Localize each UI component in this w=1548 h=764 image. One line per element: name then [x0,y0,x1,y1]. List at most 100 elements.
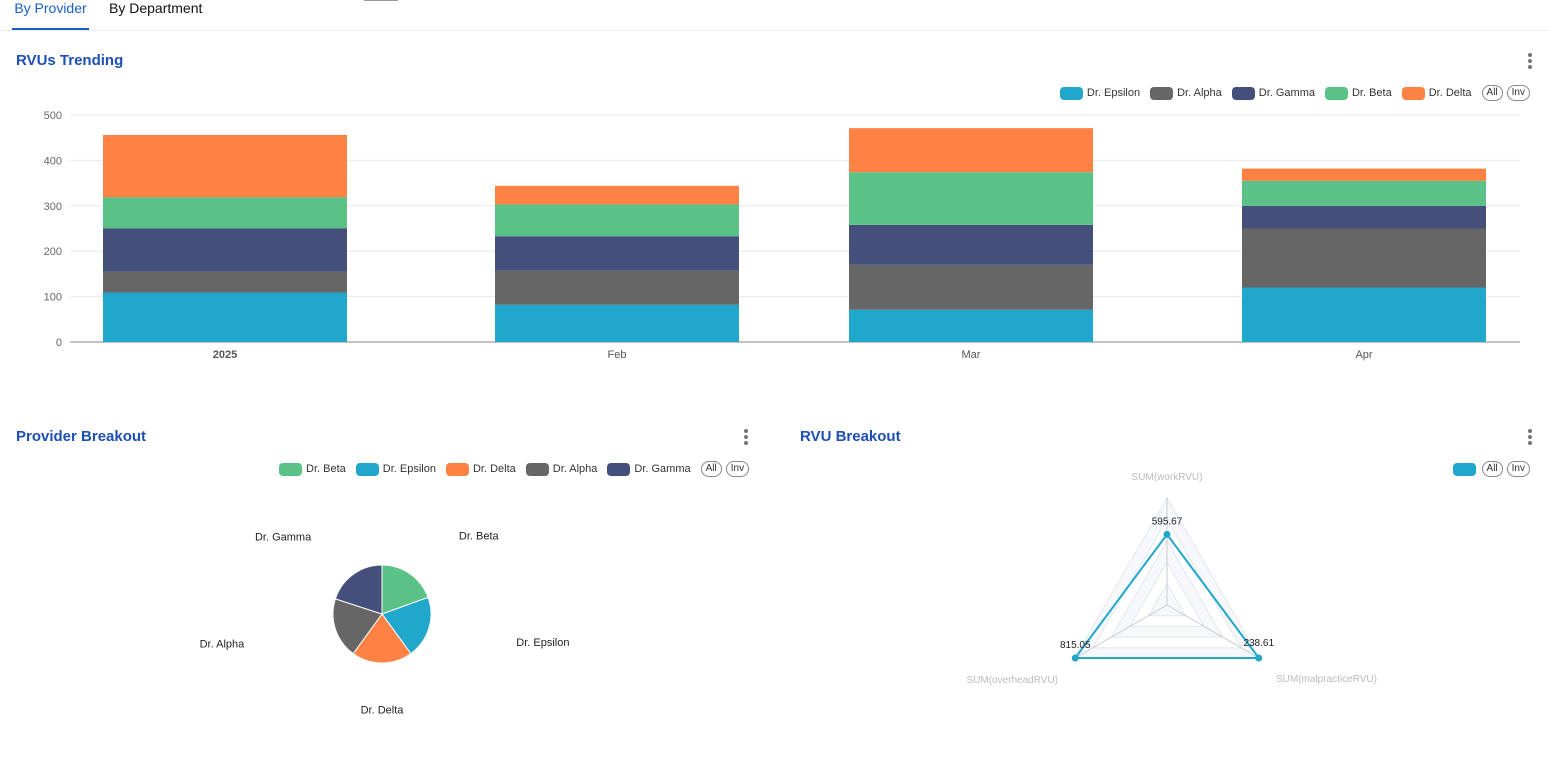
y-tick-label: 300 [44,201,62,213]
legend-swatch [1059,86,1083,100]
radar-value-label: 815.05 [1060,640,1091,651]
legend-swatch [1231,86,1255,100]
y-tick-label: 500 [44,110,62,122]
pie-slice-dr-alpha [332,598,383,655]
legend-swatch [1324,86,1348,100]
bar-segment-dr-gamma [103,228,347,272]
legend-label: Dr. Beta [306,463,346,475]
radar-axis-line [1166,604,1260,659]
tab-by-department[interactable]: By Department [109,0,203,16]
bar-segment-dr-alpha [495,270,739,305]
pie-label: Dr. Epsilon [516,637,569,649]
bar-segment-dr-delta [103,134,347,198]
legend-label: Dr. Gamma [634,463,691,475]
legend-item-dr-delta[interactable]: Dr. Delta [445,462,516,476]
legend-item-series[interactable] [1452,462,1476,476]
y-tick-label: 0 [56,337,62,349]
legend-item-dr-alpha[interactable]: Dr. Alpha [1150,86,1222,100]
rvu-breakout-legend: All Inv [1452,461,1534,477]
y-tick-label: 100 [44,292,62,304]
x-tick-label: 2025 [213,349,237,361]
bar-segment-dr-epsilon [1242,287,1486,342]
legend-swatch [445,462,469,476]
y-tick-label: 200 [44,246,62,258]
legend-swatch [355,462,379,476]
legend-swatch [1150,86,1174,100]
radar-point [1071,654,1079,662]
legend-item-dr-beta[interactable]: Dr. Beta [1324,86,1392,100]
x-tick-label: Apr [1355,349,1372,361]
radar-value-label: 238.61 [1243,638,1274,649]
bar-segment-dr-delta [495,185,739,205]
radar-point [1255,654,1263,662]
legend-label: Dr. Alpha [552,463,598,475]
view-tabs: By Provider By Department [0,0,1548,31]
pie-label: Dr. Beta [459,531,500,543]
provider-breakout-chart: Dr. Beta Dr. Epsilon Dr. Delta Dr. Alpha Dr.… [200,531,570,717]
bar-segment-dr-epsilon [103,292,347,342]
radar-axis-label: SUM(overheadRVU) [966,675,1058,686]
bar-segment-dr-delta [1242,168,1486,181]
legend-label: Dr. Beta [1351,87,1392,99]
legend-all-button[interactable]: All [1481,85,1503,101]
pie-label: Dr. Gamma [255,532,312,544]
radar-axis-line [1074,604,1168,659]
legend-swatch [607,462,631,476]
legend-invert-button[interactable]: Inv [1506,85,1530,101]
pie-slice-dr-gamma [334,564,383,615]
bar-segment-dr-gamma [849,224,1093,265]
legend-all-button[interactable]: All [700,461,722,477]
provider-breakout-title: Provider Breakout [16,428,147,445]
legend-label: Dr. Gamma [1258,87,1315,99]
radar-point [1163,530,1171,538]
rvus-trending-chart: 0 100 200 300 400 500 2025 Feb Mar Apr [44,110,1520,361]
bar-segment-dr-gamma [1242,205,1486,229]
rvus-trending-legend: Dr. Epsilon Dr. Alpha Dr. Gamma Dr. Beta… [1059,85,1534,101]
legend-item-dr-gamma[interactable]: Dr. Gamma [607,462,691,476]
legend-invert-button[interactable]: Inv [725,461,750,477]
x-tick-label: Feb [608,349,627,361]
bar-segment-dr-epsilon [849,309,1093,342]
legend-item-dr-epsilon[interactable]: Dr. Epsilon [1059,86,1141,100]
pie-label: Dr. Delta [361,705,405,717]
rvus-trending-menu-icon[interactable] [1527,53,1533,71]
bar-segment-dr-alpha [1242,228,1486,288]
legend-swatch [279,462,302,476]
legend-all-button[interactable]: All [1481,461,1503,477]
legend-item-dr-epsilon[interactable]: Dr. Epsilon [355,462,436,476]
bar-segment-dr-gamma [495,236,739,271]
provider-breakout-menu-icon[interactable] [743,429,749,447]
bar-segment-dr-alpha [103,271,347,293]
bar-segment-dr-beta [849,172,1093,225]
bar-segment-dr-beta [1242,180,1486,206]
legend-item-dr-alpha[interactable]: Dr. Alpha [525,462,598,476]
legend-item-dr-gamma[interactable]: Dr. Gamma [1231,86,1315,100]
legend-label: Dr. Delta [472,463,516,475]
legend-label: Dr. Epsilon [382,463,436,475]
bar-segment-dr-beta [103,197,347,229]
rvus-trending-title: RVUs Trending [16,52,124,69]
legend-item-dr-beta[interactable]: Dr. Beta [279,462,346,476]
tab-divider [364,0,398,1]
tab-by-provider[interactable]: By Provider [12,0,89,30]
legend-item-dr-delta[interactable]: Dr. Delta [1401,86,1472,100]
bar-segment-dr-epsilon [495,304,739,342]
radar-axis-label: SUM(workRVU) [1132,472,1203,483]
bar-segment-dr-alpha [849,264,1093,310]
legend-label: Dr. Epsilon [1086,87,1141,99]
pie-label: Dr. Alpha [200,639,246,651]
legend-label: Dr. Alpha [1177,87,1222,99]
rvu-breakout-chart: SUM(workRVU) SUM(malpracticeRVU) SUM(overh… [966,472,1376,686]
x-tick-label: Mar [962,349,981,361]
legend-label: Dr. Delta [1428,87,1472,99]
legend-invert-button[interactable]: Inv [1506,461,1530,477]
bar-segment-dr-beta [495,204,739,237]
rvu-breakout-title: RVU Breakout [800,428,901,445]
legend-swatch [525,462,549,476]
bar-segment-dr-delta [849,128,1093,173]
pie-slice-dr-epsilon [381,596,432,655]
pie-slice-dr-beta [381,564,429,615]
rvu-breakout-menu-icon[interactable] [1527,429,1533,447]
radar-series-line [1073,532,1261,659]
pie-slice-dr-delta [352,613,412,664]
